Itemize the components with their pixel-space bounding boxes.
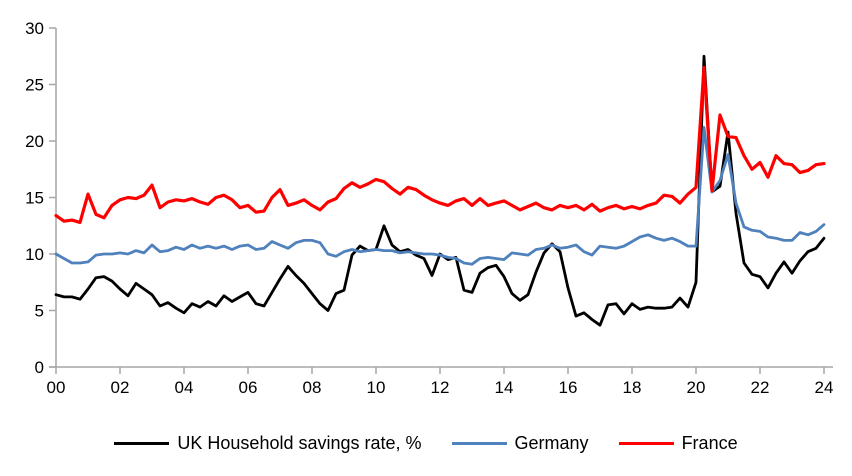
- legend-swatch-uk-line: [114, 442, 170, 445]
- y-tick-label: 10: [25, 245, 44, 264]
- x-tick-label: 18: [623, 378, 642, 397]
- legend-item-uk: UK Household savings rate, %: [114, 433, 422, 454]
- x-tick-label: 02: [111, 378, 130, 397]
- chart-legend: UK Household savings rate, % Germany Fra…: [0, 433, 852, 454]
- x-tick-label: 06: [239, 378, 258, 397]
- y-tick-label: 30: [25, 19, 44, 38]
- series-line-france: [54, 65, 826, 224]
- legend-label-france: France: [681, 433, 738, 453]
- y-tick-label: 15: [25, 189, 44, 208]
- x-tick-label: 04: [175, 378, 194, 397]
- y-tick-label: 5: [35, 302, 44, 321]
- y-tick-label: 0: [35, 358, 44, 377]
- legend-label-uk: UK Household savings rate, %: [177, 433, 422, 453]
- series-line-uk: [54, 54, 826, 327]
- x-tick-label: 20: [687, 378, 706, 397]
- x-tick-label: 08: [303, 378, 322, 397]
- x-tick-label: 24: [815, 378, 834, 397]
- x-tick-label: 12: [431, 378, 450, 397]
- y-tick-label: 20: [25, 132, 44, 151]
- x-tick-label: 16: [559, 378, 578, 397]
- x-tick-label: 14: [495, 378, 514, 397]
- legend-label-germany: Germany: [514, 433, 589, 453]
- legend-item-germany: Germany: [451, 433, 589, 454]
- y-tick-label: 25: [25, 76, 44, 95]
- legend-swatch-france-line: [618, 442, 674, 445]
- legend-item-france: France: [618, 433, 738, 454]
- legend-swatch-germany-line: [451, 442, 507, 445]
- x-tick-label: 10: [367, 378, 386, 397]
- savings-rate-line-chart: 0 5 10 15 20 25 30 00 02 04 06 08 10 12 14 16 18 20 22 24: [25, 19, 834, 397]
- series-line-germany: [54, 126, 826, 266]
- x-tick-label: 00: [47, 378, 66, 397]
- x-tick-label: 22: [751, 378, 770, 397]
